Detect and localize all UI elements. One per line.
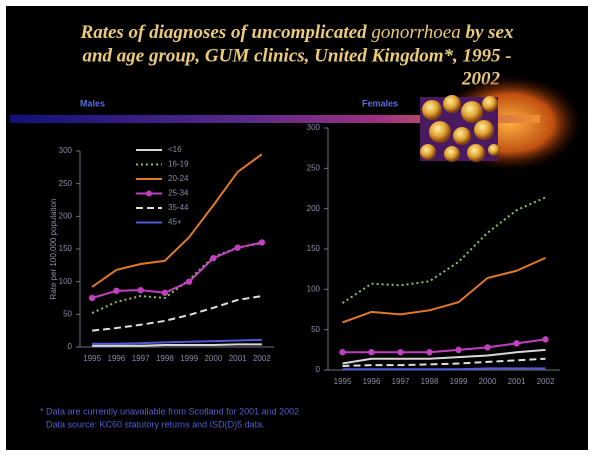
x-tick-label: 1996 (107, 354, 125, 363)
series-marker (426, 349, 432, 355)
x-tick-label: 1997 (392, 377, 410, 386)
series-marker (162, 290, 168, 296)
x-tick-label: 2000 (204, 354, 222, 363)
legend-label: 16-19 (168, 160, 189, 169)
x-tick-label: 1996 (363, 377, 381, 386)
bacteria-image (420, 95, 500, 162)
legend-label: 20-24 (168, 174, 189, 183)
series-marker (397, 349, 403, 355)
x-tick-label: 1997 (132, 354, 150, 363)
legend-label: <16 (168, 145, 182, 154)
series-marker (339, 349, 345, 355)
y-tick-label: 50 (63, 309, 72, 318)
y-tick-label: 50 (311, 325, 320, 334)
y-tick-label: 0 (316, 365, 321, 374)
y-tick-label: 250 (307, 163, 321, 172)
series-marker (259, 239, 265, 245)
x-tick-label: 1999 (450, 377, 468, 386)
series-marker (210, 255, 216, 261)
x-tick-label: 2002 (537, 377, 555, 386)
footnote: * Data are currently unavailable from Sc… (40, 406, 299, 416)
x-tick-label: 1999 (180, 354, 198, 363)
y-tick-label: 150 (59, 244, 73, 253)
title-line-1: Rates of diagnoses of uncomplicated gono… (80, 22, 514, 43)
slide-background (6, 6, 588, 450)
section-label: Males (80, 98, 105, 108)
legend-label: 25-34 (168, 189, 189, 198)
series-marker (89, 295, 95, 301)
series-marker (186, 278, 192, 284)
series-marker (513, 340, 519, 346)
legend-marker (146, 191, 152, 197)
y-tick-label: 150 (307, 244, 321, 253)
y-tick-label: 200 (307, 204, 321, 213)
y-tick-label: 250 (59, 179, 73, 188)
x-tick-label: 2001 (229, 354, 247, 363)
y-tick-label: 300 (59, 146, 73, 155)
title-line-2: and age group, GUM clinics, United Kingd… (82, 45, 511, 66)
y-tick-label: 300 (307, 123, 321, 132)
x-tick-label: 1995 (334, 377, 352, 386)
y-axis-label: Rate per 100,000 population (49, 199, 58, 300)
legend-label: 35-44 (168, 203, 189, 212)
series-marker (455, 347, 461, 353)
series-marker (542, 336, 548, 342)
series-marker (368, 349, 374, 355)
x-tick-label: 2000 (479, 377, 497, 386)
footnote: Data source: KC60 statutory returns and … (46, 419, 265, 429)
x-tick-label: 1998 (156, 354, 174, 363)
y-tick-label: 100 (59, 277, 73, 286)
series-marker (484, 344, 490, 350)
series-marker (137, 287, 143, 293)
y-tick-label: 200 (59, 211, 73, 220)
y-tick-label: 100 (307, 284, 321, 293)
series-marker (234, 244, 240, 250)
section-label: Females (362, 98, 398, 108)
legend-label: 45+ (168, 218, 182, 227)
x-tick-label: 1998 (421, 377, 439, 386)
series-line (343, 368, 546, 369)
x-tick-label: 2002 (253, 354, 271, 363)
page: {"title_parts": ["Rates of diagnoses of … (0, 0, 594, 456)
x-tick-label: 2001 (508, 377, 526, 386)
x-tick-label: 1995 (83, 354, 101, 363)
slide: Rates of diagnoses of uncomplicated gono… (0, 0, 594, 456)
y-tick-label: 0 (68, 342, 73, 351)
series-marker (113, 288, 119, 294)
